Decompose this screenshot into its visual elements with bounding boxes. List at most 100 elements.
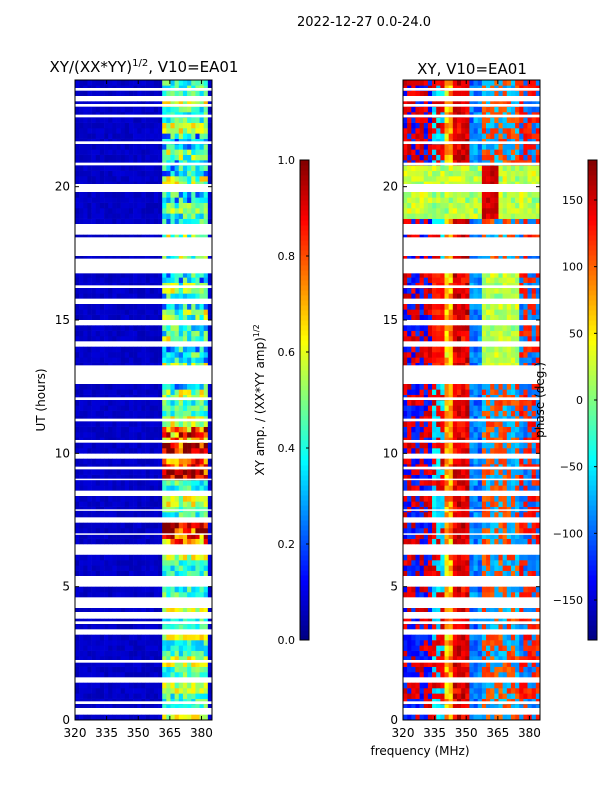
heatmap-cell (195, 688, 200, 694)
heatmap-cell (158, 554, 163, 561)
heatmap-cell (91, 560, 97, 566)
heatmap-cell (527, 336, 532, 342)
heatmap-cell (187, 426, 192, 433)
heatmap-cell (87, 384, 92, 390)
heatmap-cell (419, 512, 425, 518)
heatmap-cell (149, 80, 155, 86)
heatmap-cell (75, 704, 80, 710)
heatmap-cell (486, 426, 491, 433)
heatmap-cell (178, 213, 184, 219)
heatmap-cell (104, 666, 109, 673)
heatmap-cell (515, 693, 520, 699)
heatmap-cell (199, 400, 204, 406)
heatmap-cell (120, 272, 126, 278)
heatmap-cell (124, 512, 130, 518)
heatmap-cell (124, 608, 130, 614)
heatmap-cell (481, 666, 487, 673)
heatmap-cell (137, 560, 142, 566)
heatmap-cell (149, 352, 155, 358)
heatmap-cell (141, 410, 146, 417)
heatmap-cell (203, 421, 209, 427)
heatmap-cell (477, 666, 483, 673)
heatmap-cell (456, 522, 462, 529)
heatmap-cell (174, 304, 180, 310)
heatmap-cell (440, 448, 445, 454)
heatmap-cell (465, 554, 470, 561)
heatmap-cell (195, 469, 200, 475)
heatmap-cell (91, 661, 97, 667)
heatmap-cell (481, 533, 487, 539)
heatmap-cell (461, 528, 466, 534)
heatmap-cell (108, 314, 113, 321)
heatmap-cell (141, 90, 146, 97)
heatmap-cell (187, 560, 192, 566)
heatmap-cell (128, 192, 134, 198)
heatmap-cell (141, 442, 146, 449)
heatmap-cell (128, 442, 134, 449)
heatmap-cell (490, 592, 495, 598)
heatmap-cell (170, 272, 175, 278)
heatmap-cell (207, 149, 213, 155)
heatmap-cell (145, 538, 151, 545)
heatmap-cell (153, 117, 159, 123)
heatmap-cell (498, 554, 503, 561)
heatmap-cell (178, 528, 184, 534)
heatmap-cell (79, 90, 84, 97)
heatmap-cell (469, 554, 474, 561)
heatmap-cell (170, 672, 175, 678)
heatmap-cell (112, 357, 117, 363)
heatmap-cell (519, 442, 524, 449)
heatmap-cell (207, 624, 213, 630)
heatmap-cell (199, 192, 204, 198)
heatmap-cell (141, 218, 146, 225)
heatmap-cell (137, 389, 142, 395)
heatmap-cell (494, 661, 499, 667)
heatmap-cell (166, 634, 171, 641)
heatmap-cell (145, 149, 151, 155)
heatmap-cell (452, 608, 458, 614)
heatmap-cell (141, 693, 146, 699)
heatmap-cell (461, 442, 466, 449)
heatmap-cell (191, 128, 196, 134)
heatmap-cell (104, 656, 109, 662)
heatmap-cell (158, 410, 163, 417)
heatmap-cell (473, 330, 479, 337)
heatmap-cell (128, 522, 134, 529)
heatmap-cell (191, 645, 196, 651)
heatmap-cell (145, 218, 151, 225)
heatmap-cell (481, 384, 487, 390)
heatmap-cell (531, 352, 537, 358)
heatmap-cell (427, 672, 433, 678)
heatmap-cell (182, 480, 188, 486)
heatmap-cell (527, 474, 532, 481)
heatmap-cell (498, 586, 503, 593)
heatmap-cell (490, 485, 495, 491)
heatmap-cell (195, 293, 200, 299)
heatmap-cell (145, 672, 151, 678)
heatmap-cell (87, 197, 92, 203)
heatmap-cell (486, 501, 491, 507)
heatmap-cell (162, 154, 167, 161)
heatmap-cell (195, 672, 200, 678)
heatmap-cell (153, 688, 159, 694)
heatmap-cell (141, 309, 146, 315)
heatmap-cell (149, 586, 155, 593)
heatmap-cell (498, 330, 503, 337)
heatmap-cell (469, 570, 474, 577)
heatmap-cell (170, 176, 175, 182)
heatmap-cell (87, 144, 92, 150)
heatmap-cell (149, 117, 155, 123)
heatmap-cell (531, 405, 537, 411)
heatmap-cell (440, 666, 445, 673)
heatmap-cell (407, 645, 412, 651)
heatmap-cell (162, 176, 167, 182)
heatmap-cell (128, 325, 134, 331)
heatmap-cell (490, 634, 495, 641)
heatmap-cell (481, 693, 487, 699)
heatmap-cell (91, 154, 97, 161)
heatmap-cell (137, 640, 142, 646)
heatmap-cell (456, 634, 462, 641)
heatmap-cell (174, 672, 180, 678)
heatmap-cell (182, 426, 188, 433)
heatmap-cell (419, 592, 425, 598)
